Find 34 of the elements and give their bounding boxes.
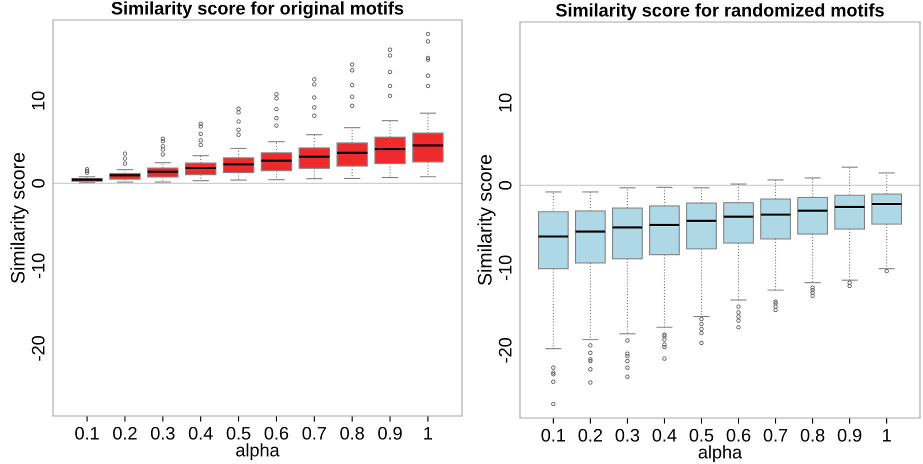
x-tick-label: 0.9 xyxy=(378,426,402,440)
x-tick-label: 0.6 xyxy=(726,428,750,442)
chart-title: Similarity score for randomized motifs xyxy=(556,3,884,20)
x-tick-label: 0.6 xyxy=(264,426,288,440)
y-tick-label: 10 xyxy=(32,92,45,110)
x-tick-label: 0.3 xyxy=(150,426,175,440)
x-tick-label: 0.2 xyxy=(113,426,137,440)
y-tick-label: 10 xyxy=(498,94,512,112)
y-tick-label: 0 xyxy=(498,181,512,190)
x-tick-label: 0.2 xyxy=(578,428,602,442)
x-tick-label: 0.7 xyxy=(302,426,326,440)
x-tick-label: 0.1 xyxy=(75,426,99,440)
y-tick-label: 0 xyxy=(32,179,45,188)
x-tick-label: 0.8 xyxy=(340,426,364,440)
x-tick-label: 0.7 xyxy=(764,428,788,442)
x-axis-title: alpha xyxy=(698,445,742,462)
y-tick-label: -20 xyxy=(498,338,512,363)
y-axis-title: Similarity score xyxy=(10,152,29,284)
x-tick-label: 0.5 xyxy=(226,426,250,440)
y-axis-title: Similarity score xyxy=(477,154,496,286)
x-axis-title: alpha xyxy=(236,443,280,460)
x-tick-label: 1 xyxy=(883,429,891,442)
x-tick-label: 0.5 xyxy=(690,428,714,442)
y-tick-label: -20 xyxy=(32,336,45,361)
x-tick-label: 0.1 xyxy=(541,428,566,442)
y-tick-label: -10 xyxy=(498,256,512,280)
x-tick-label: 0.8 xyxy=(800,428,824,442)
y-tick-label: -10 xyxy=(32,254,45,278)
x-tick-label: 0.4 xyxy=(188,426,213,440)
x-tick-label: 0.3 xyxy=(616,428,640,442)
x-tick-label: 0.9 xyxy=(838,428,862,442)
x-tick-label: 1 xyxy=(424,427,432,440)
x-tick-label: 0.4 xyxy=(652,428,676,442)
chart-title: Similarity score for original motifs xyxy=(112,1,404,18)
